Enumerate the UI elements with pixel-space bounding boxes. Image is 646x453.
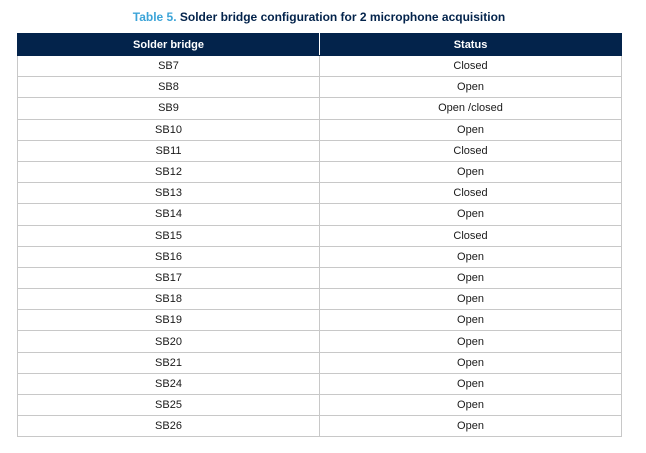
table-row: SB14 Open <box>17 203 622 226</box>
table-cell: SB9 <box>17 97 320 120</box>
table-row: SB15 Closed <box>17 224 622 247</box>
table-cell: SB24 <box>17 372 320 396</box>
table-cell: Open <box>319 393 622 417</box>
table-row: SB19 Open <box>17 309 622 332</box>
table-row: SB18 Open <box>17 288 622 311</box>
table-cell: SB19 <box>17 309 320 332</box>
table-cell: Open <box>319 351 622 374</box>
table-row: SB10 Open <box>17 118 622 141</box>
table-cell: Open <box>319 372 622 396</box>
table-cell: SB8 <box>17 76 320 99</box>
table-cell: Open <box>319 266 622 290</box>
table-row: SB7 Closed <box>17 54 622 78</box>
table-cell: Closed <box>319 182 622 205</box>
table-row: SB17 Open <box>17 266 622 290</box>
table-cell: Open <box>319 160 622 184</box>
table-cell: SB20 <box>17 330 320 353</box>
table-cell: Open <box>319 309 622 332</box>
table-row: SB26 Open <box>17 415 622 438</box>
table-cell: Open <box>319 330 622 353</box>
table-cell: SB15 <box>17 224 320 247</box>
table-caption: Table 5. Solder bridge configuration for… <box>0 10 638 24</box>
table-cell: SB18 <box>17 288 320 311</box>
table-cell: Closed <box>319 54 622 78</box>
table-row: SB11 Closed <box>17 139 622 162</box>
table-cell: Closed <box>319 224 622 247</box>
table-row: SB16 Open <box>17 245 622 268</box>
table-cell: Open <box>319 76 622 99</box>
table-cell: Open <box>319 118 622 141</box>
table-cell: SB11 <box>17 139 320 162</box>
table-row: SB24 Open <box>17 372 622 396</box>
table-cell: Open <box>319 203 622 226</box>
table-cell: SB12 <box>17 160 320 184</box>
header-cell: Solder bridge <box>17 33 320 56</box>
table-row: SB20 Open <box>17 330 622 353</box>
header-row: Solder bridge Status <box>17 33 622 56</box>
table-cell: Open <box>319 415 622 438</box>
table-row: SB9 Open /closed <box>17 97 622 120</box>
table-cell: SB13 <box>17 182 320 205</box>
table-cell: Open <box>319 288 622 311</box>
table: Solder bridge Status SB7 Closed SB8 Open SB9 O… <box>17 33 622 438</box>
caption-label: Table 5. <box>132 10 177 24</box>
table-cell: SB16 <box>17 245 320 268</box>
table-cell: SB25 <box>17 393 320 417</box>
table-row: SB12 Open <box>17 160 622 184</box>
table-row: SB25 Open <box>17 393 622 417</box>
table-cell: SB14 <box>17 203 320 226</box>
table-cell: SB26 <box>17 415 320 438</box>
table-body: SB7 Closed SB8 Open SB9 Open /closed SB10 Open S… <box>17 54 622 438</box>
caption-text: Solder bridge configuration for 2 microp… <box>179 10 506 24</box>
header-cell: Status <box>319 33 622 56</box>
table-row: SB8 Open <box>17 76 622 99</box>
table-cell: SB21 <box>17 351 320 374</box>
table-cell: Open <box>319 245 622 268</box>
table-cell: SB7 <box>17 54 320 78</box>
table-cell: Open /closed <box>319 97 622 120</box>
table-row: SB13 Closed <box>17 182 622 205</box>
table-row: SB21 Open <box>17 351 622 374</box>
table-cell: SB10 <box>17 118 320 141</box>
table-cell: SB17 <box>17 266 320 290</box>
table-cell: Closed <box>319 139 622 162</box>
